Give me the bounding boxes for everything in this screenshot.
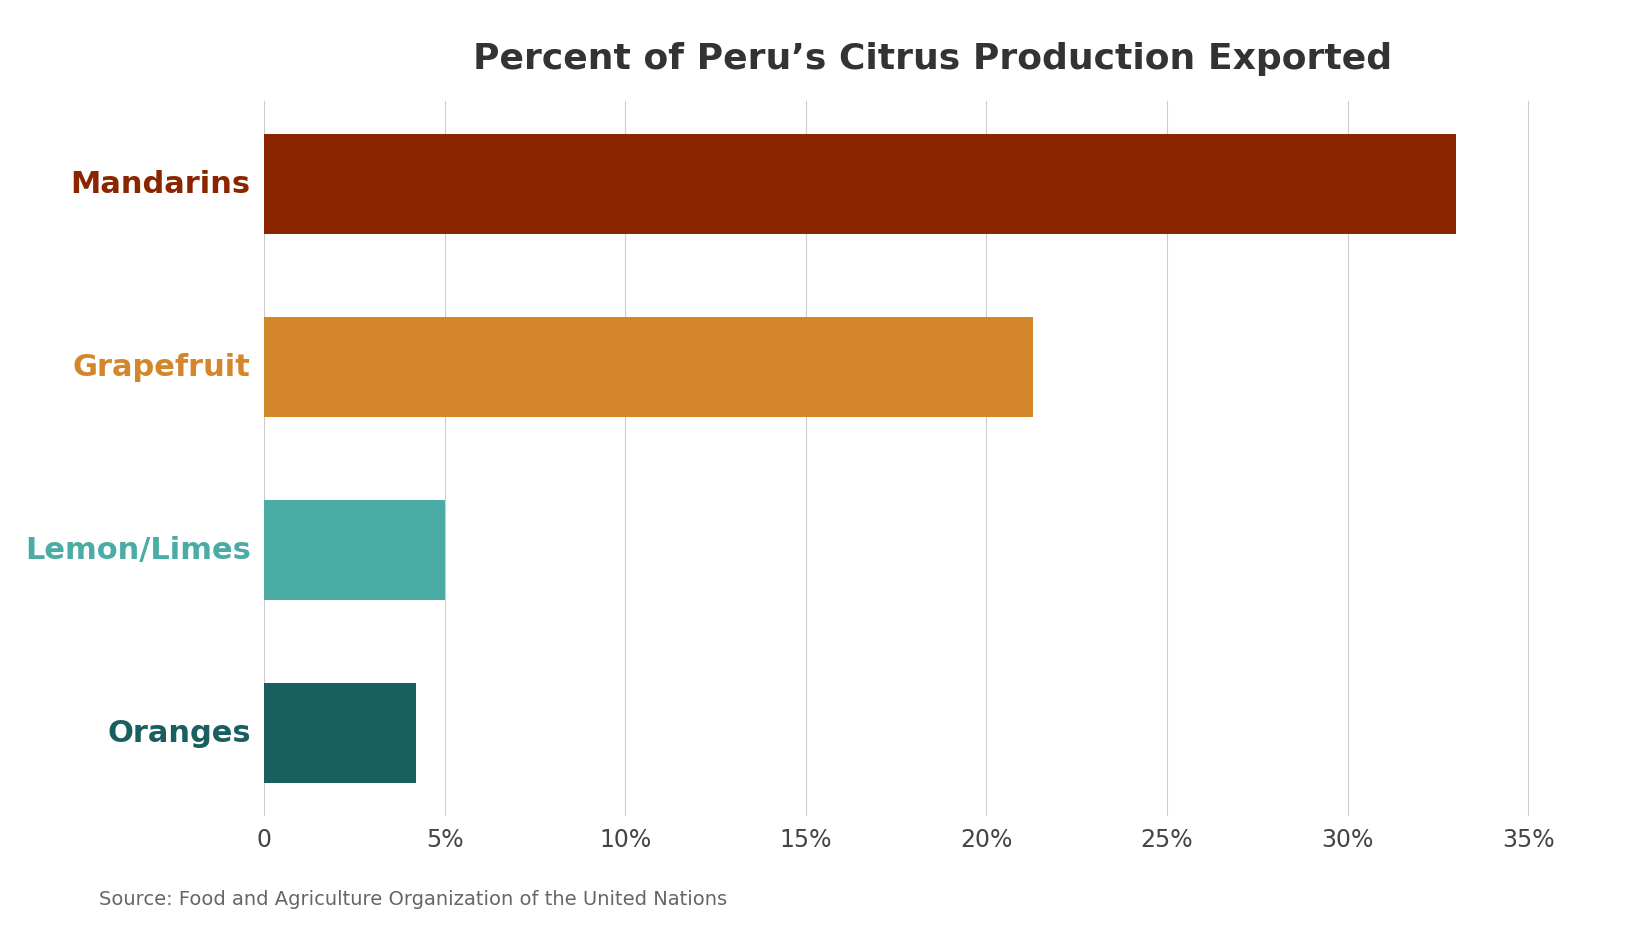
Text: Mandarins: Mandarins: [71, 171, 251, 199]
Text: Grapefruit: Grapefruit: [73, 353, 251, 382]
Title: Percent of Peru’s Citrus Production Exported: Percent of Peru’s Citrus Production Expo…: [472, 42, 1393, 76]
Bar: [264, 134, 1455, 235]
Text: Oranges: Oranges: [107, 718, 251, 747]
Text: Lemon/Limes: Lemon/Limes: [25, 536, 251, 565]
Text: Source: Food and Agriculture Organization of the United Nations: Source: Food and Agriculture Organizatio…: [99, 889, 728, 908]
Bar: [264, 317, 1033, 418]
Bar: [264, 683, 416, 783]
Bar: [264, 500, 444, 601]
